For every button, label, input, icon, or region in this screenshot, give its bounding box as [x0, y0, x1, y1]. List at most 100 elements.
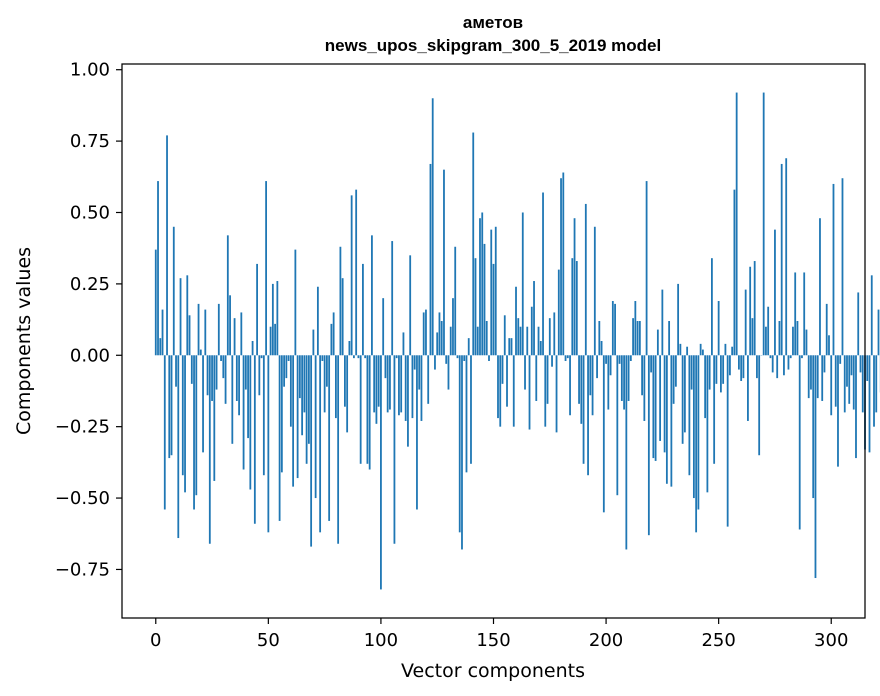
bar [226, 235, 229, 356]
bar [463, 355, 466, 361]
x-tick-label: 200 [589, 630, 623, 651]
bar [208, 355, 211, 544]
bar [249, 355, 252, 490]
bar [229, 295, 231, 356]
bar [672, 355, 675, 404]
bar [562, 172, 565, 356]
bar [357, 355, 360, 359]
y-axis-ticks: −0.75 −0.50 −0.25 0.00 0.25 0.50 0.75 1.00 [55, 60, 122, 580]
bar [175, 355, 177, 387]
bar [190, 355, 193, 384]
bar [483, 243, 486, 356]
bar [625, 355, 628, 550]
plot-area-frame [121, 63, 866, 619]
y-tick-label: 0.75 [70, 131, 110, 152]
bar [720, 355, 722, 393]
bar [783, 355, 785, 376]
bar [445, 355, 448, 364]
bar [569, 355, 571, 416]
bar [193, 355, 195, 510]
bar [454, 246, 457, 356]
bar [796, 321, 799, 356]
bar [262, 355, 265, 476]
bar [751, 318, 754, 356]
bar [807, 355, 810, 399]
x-tick-label: 100 [364, 630, 398, 651]
bar [159, 338, 162, 356]
bar [515, 286, 517, 356]
bar [634, 301, 637, 356]
bar [661, 289, 664, 356]
bar [377, 355, 380, 407]
bar [616, 355, 619, 496]
bar [832, 183, 835, 356]
bar [366, 355, 369, 464]
bar [618, 355, 621, 364]
bar [220, 355, 222, 361]
bar [224, 355, 227, 404]
bar [555, 355, 558, 433]
bar [580, 355, 583, 424]
bar [850, 355, 853, 376]
bar [260, 355, 263, 359]
bar [810, 355, 812, 390]
bar [670, 355, 673, 487]
bar [431, 98, 434, 356]
bar [202, 355, 204, 453]
bar [319, 355, 322, 533]
bar [395, 355, 398, 359]
bar [528, 355, 531, 430]
bar [526, 326, 529, 356]
bar [566, 355, 569, 359]
bar [578, 355, 580, 404]
bar [861, 355, 864, 413]
bar [222, 355, 225, 379]
y-tick-label: −0.75 [55, 559, 110, 580]
bar [416, 355, 418, 510]
x-tick-label: 150 [476, 630, 510, 651]
bar [848, 355, 851, 404]
bar [436, 332, 439, 356]
bar [371, 235, 373, 356]
bar [413, 355, 416, 370]
bar [238, 355, 240, 416]
bar [688, 355, 691, 476]
bar [364, 355, 367, 359]
bar [447, 355, 450, 390]
bar [589, 355, 592, 396]
bar [350, 195, 353, 356]
bar [706, 355, 709, 493]
bar [510, 338, 513, 356]
bar [769, 355, 772, 359]
bar [609, 355, 612, 376]
bar [289, 355, 292, 427]
bar [389, 355, 391, 410]
bar [787, 355, 790, 370]
bar [184, 355, 186, 493]
bar [627, 355, 630, 401]
bar [713, 355, 716, 464]
bar [501, 355, 504, 384]
bar [314, 355, 317, 499]
bar [663, 355, 666, 453]
bar [735, 92, 738, 356]
bar [231, 355, 234, 444]
bar [611, 301, 614, 356]
bar [418, 355, 421, 390]
bar [843, 355, 846, 413]
x-axis-label: Vector components [401, 660, 585, 682]
bar [301, 355, 304, 436]
bar [161, 309, 164, 356]
x-tick-label: 0 [150, 630, 161, 651]
bar [560, 178, 562, 356]
bar [240, 312, 243, 356]
bar [650, 355, 653, 373]
bar [179, 278, 182, 356]
bar [834, 355, 837, 407]
bar [251, 341, 254, 356]
bar [803, 272, 806, 356]
bar [256, 263, 258, 356]
bar [452, 298, 454, 356]
bar [517, 318, 520, 356]
bar [542, 192, 544, 356]
